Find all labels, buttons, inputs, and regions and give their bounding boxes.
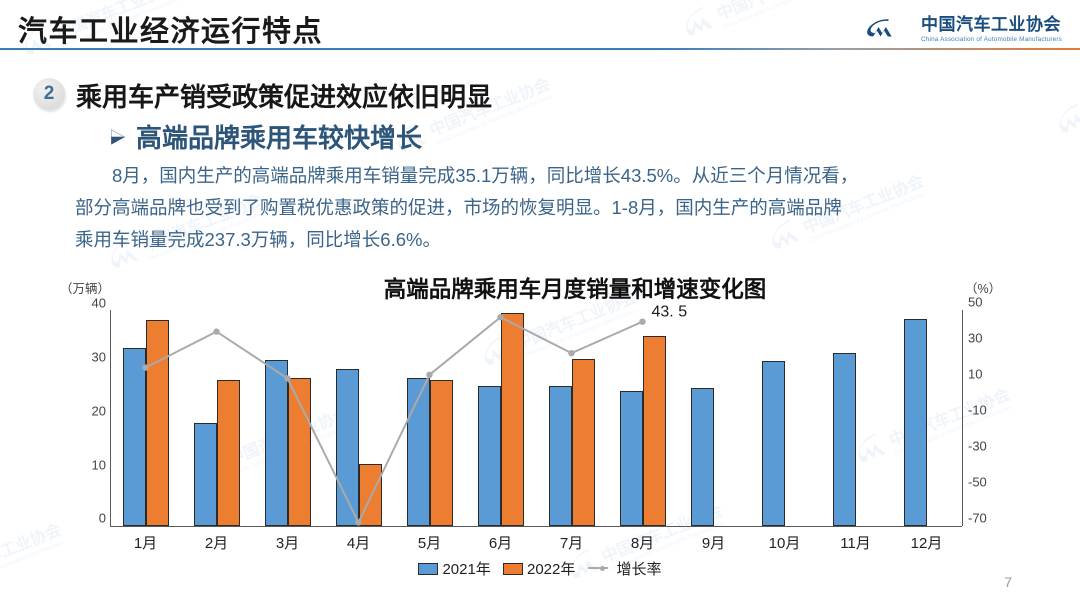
svg-text:43. 5: 43. 5: [652, 304, 688, 321]
